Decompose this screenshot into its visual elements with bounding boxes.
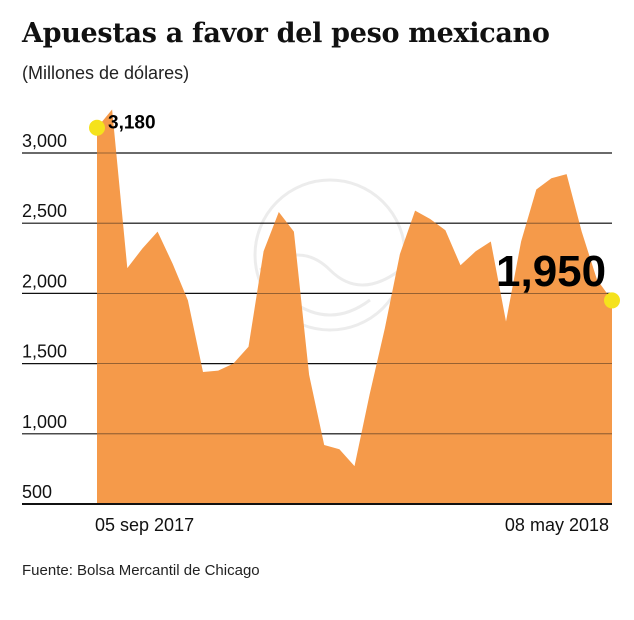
- x-label-end: 08 may 2018: [505, 515, 609, 535]
- marker-end: [604, 292, 620, 309]
- y-tick-label: 500: [22, 482, 52, 502]
- chart-area-plot: 500 1,000 1,500 2,000 2,500 3,000 05 sep 2017…: [22, 109, 620, 535]
- series-area: [97, 109, 612, 504]
- chart-subtitle: (Millones de dólares): [22, 63, 190, 83]
- source-note: Fuente: Bolsa Mercantil de Chicago: [22, 562, 260, 579]
- annotation-end-label: 1,950: [496, 247, 606, 296]
- y-tick-label: 2,500: [22, 201, 67, 221]
- x-label-start: 05 sep 2017: [95, 515, 194, 535]
- chart-title: Apuestas a favor del peso mexicano: [22, 18, 550, 49]
- y-tick-label: 1,500: [22, 342, 67, 362]
- y-tick-label: 1,000: [22, 412, 67, 432]
- y-tick-label: 2,000: [22, 271, 67, 291]
- annotation-start-label: 3,180: [108, 113, 156, 134]
- marker-start: [89, 119, 105, 136]
- y-tick-label: 3,000: [22, 131, 67, 151]
